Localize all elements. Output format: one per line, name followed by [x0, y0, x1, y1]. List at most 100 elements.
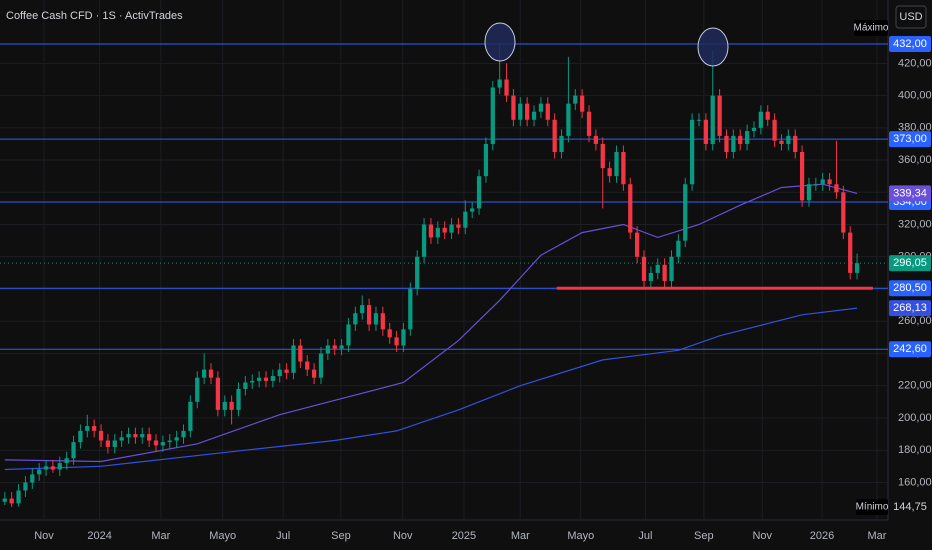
- candle-body: [160, 442, 166, 446]
- candle-body: [580, 95, 585, 112]
- candle-body: [332, 345, 337, 349]
- candle-body: [270, 376, 275, 381]
- candle-body: [655, 264, 660, 273]
- candle-body: [112, 440, 117, 447]
- candle-body: [614, 152, 619, 177]
- candle-body: [758, 111, 763, 128]
- y-tick-label: 380,00: [898, 122, 932, 134]
- level-label-bg: [889, 280, 931, 297]
- candle-body: [147, 434, 152, 441]
- candle-body: [57, 463, 62, 470]
- candle-body: [30, 474, 35, 483]
- candle-body: [181, 430, 186, 438]
- candle-body: [325, 345, 330, 354]
- candle-body: [669, 256, 674, 281]
- candle-body: [415, 256, 420, 290]
- candle-body: [559, 135, 564, 153]
- x-tick-label: 2025: [452, 530, 476, 542]
- candle-body: [724, 135, 729, 153]
- x-tick-label: Mar: [868, 530, 887, 542]
- candle-body: [648, 272, 654, 281]
- candle-body: [689, 119, 695, 185]
- min-label: Mínimo: [856, 502, 889, 513]
- candle-body: [545, 103, 550, 120]
- candle-body: [593, 135, 599, 144]
- candle-body: [607, 168, 612, 177]
- x-tick-label: Mayo: [567, 530, 594, 542]
- candle-body: [126, 434, 131, 438]
- candle-body: [153, 440, 159, 446]
- candle-body: [772, 119, 777, 141]
- candle-body: [50, 466, 56, 470]
- candle-body: [71, 442, 76, 459]
- candle-body: [511, 95, 516, 120]
- y-tick-label: 200,00: [898, 412, 932, 424]
- candle-body: [318, 353, 324, 378]
- candle-body: [78, 430, 83, 443]
- candle-body: [236, 388, 241, 410]
- level-label: 242,60: [893, 343, 927, 355]
- candle-body: [298, 345, 303, 362]
- candle-body: [23, 482, 28, 491]
- candle-body: [222, 401, 227, 410]
- y-tick-label: 320,00: [898, 218, 932, 230]
- candle-body: [635, 232, 640, 257]
- candle-body: [518, 103, 523, 120]
- candle-body: [449, 224, 454, 233]
- candle-body: [366, 305, 372, 325]
- candle-body: [683, 184, 688, 241]
- level-label: 432,00: [893, 38, 927, 50]
- candle-body: [841, 192, 846, 233]
- candle-body: [428, 224, 434, 238]
- candle-body: [799, 152, 805, 201]
- y-tick-label: 420,00: [898, 57, 932, 69]
- candle-body: [229, 401, 234, 410]
- candle-body: [140, 434, 145, 438]
- y-tick-label: 220,00: [898, 380, 932, 392]
- candle-body: [360, 305, 365, 314]
- x-tick-label: Mayo: [209, 530, 236, 542]
- candle-body: [353, 313, 358, 325]
- currency[interactable]: USD: [899, 11, 922, 23]
- y-tick-label: 180,00: [898, 444, 932, 456]
- currency-box[interactable]: [895, 5, 927, 29]
- candle-body: [421, 224, 427, 257]
- candle-body: [174, 437, 179, 441]
- ma-label: 339,34: [893, 187, 927, 199]
- candle-body: [305, 361, 310, 370]
- ma-label: 268,13: [893, 302, 927, 314]
- moving-average: [4, 307, 858, 471]
- candle-body: [98, 430, 104, 441]
- candle-body: [751, 127, 757, 132]
- candle-body: [600, 143, 605, 169]
- candle-body: [538, 103, 544, 112]
- x-tick-label: Jul: [638, 530, 652, 542]
- candle-body: [243, 382, 248, 389]
- candle-body: [731, 135, 736, 153]
- candle-body: [490, 87, 495, 144]
- candle-body: [456, 224, 461, 228]
- y-tick-label: 260,00: [898, 315, 932, 327]
- plot: [0, 43, 888, 508]
- candle-body: [119, 437, 124, 441]
- level-label-bg: [889, 341, 931, 358]
- candle-body: [195, 377, 200, 402]
- x-tick-label: 2026: [810, 530, 834, 542]
- candle-body: [779, 140, 784, 144]
- candle-body: [827, 179, 832, 185]
- candle-body: [215, 377, 221, 410]
- x-tick-label: 2024: [87, 530, 111, 542]
- x-tick-label: Sep: [331, 530, 351, 542]
- y-tick-label: 360,00: [898, 154, 932, 166]
- candle-body: [641, 256, 647, 281]
- ma-label-bg: [889, 300, 931, 317]
- grid: [0, 0, 888, 520]
- candle-body: [573, 95, 578, 104]
- candle-body: [566, 103, 571, 136]
- candle-body: [621, 152, 626, 185]
- max-label: Máximo: [853, 23, 888, 34]
- candle-body: [442, 227, 447, 233]
